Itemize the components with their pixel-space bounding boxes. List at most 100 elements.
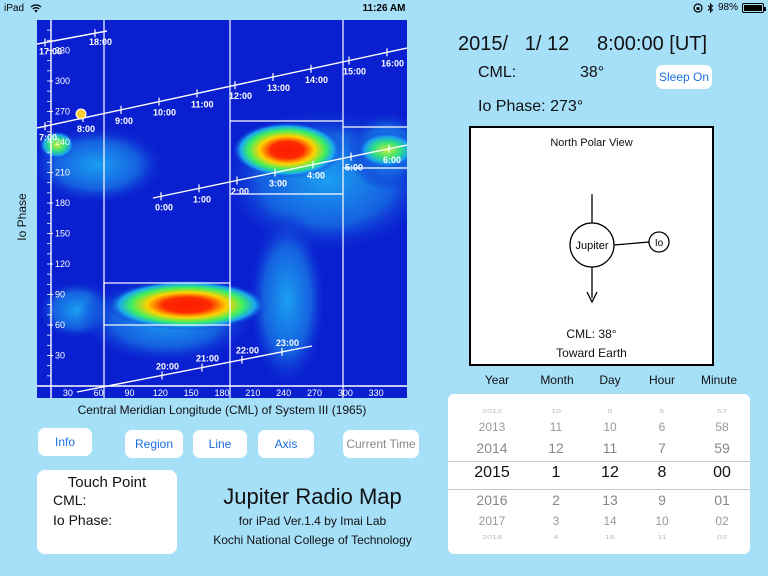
- picker-option[interactable]: 10: [550, 408, 561, 414]
- time-label: 23:00: [276, 338, 299, 348]
- picker-selected-value[interactable]: 8: [657, 464, 667, 481]
- picker-option[interactable]: 58: [715, 420, 729, 434]
- picker-column-minute[interactable]: 57 58 59 00 01 02 03: [692, 394, 750, 554]
- time-label: 5:00: [345, 163, 363, 173]
- picker-option[interactable]: 2: [552, 492, 560, 508]
- sleep-button[interactable]: Sleep On: [656, 65, 712, 89]
- picker-option[interactable]: 59: [714, 440, 730, 456]
- device-name: iPad: [4, 3, 25, 14]
- time-label: 9:00: [115, 116, 133, 126]
- picker-option[interactable]: 2016: [476, 492, 508, 508]
- time-label: 14:00: [305, 75, 328, 85]
- y-tick-label: 120: [55, 259, 70, 269]
- io-phase-value: 273°: [550, 98, 584, 115]
- polar-title: North Polar View: [550, 137, 633, 149]
- picker-option[interactable]: 01: [714, 492, 730, 508]
- picker-option[interactable]: 6: [658, 420, 666, 434]
- app-subtitle: for iPad Ver.1.4 by Imai Lab: [238, 514, 387, 528]
- region-button[interactable]: Region: [125, 430, 183, 458]
- time-label: 21:00: [196, 354, 219, 364]
- touch-io-label: Io Phase:: [53, 512, 113, 528]
- date-time-picker[interactable]: 2012 2013 2014 2015 2016 2017 2018 10 11 12 1 2 3 4 …: [448, 394, 750, 554]
- x-tick-label: 330: [369, 388, 384, 398]
- battery-icon: [742, 2, 766, 13]
- picker-option[interactable]: 10: [603, 420, 617, 434]
- time-label: 22:00: [236, 346, 259, 356]
- picker-header-year: Year: [484, 373, 510, 387]
- picker-selected-value[interactable]: 2015: [474, 464, 510, 481]
- picker-option[interactable]: 03: [716, 534, 727, 540]
- wifi-icon: [30, 4, 42, 13]
- line-button[interactable]: Line: [193, 430, 247, 458]
- picker-option[interactable]: 9: [607, 408, 613, 414]
- picker-option[interactable]: 10: [655, 514, 669, 528]
- picker-column-month[interactable]: 10 11 12 1 2 3 4: [526, 394, 586, 554]
- y-tick-label: 210: [55, 168, 70, 178]
- picker-option[interactable]: 13: [602, 492, 618, 508]
- time-label: 13:00: [267, 83, 290, 93]
- polar-toward-earth: Toward Earth: [556, 346, 627, 360]
- axis-button[interactable]: Axis: [258, 430, 314, 458]
- picker-option[interactable]: 02: [715, 514, 729, 528]
- time-label: 15:00: [343, 67, 366, 77]
- picker-option[interactable]: 9: [658, 492, 666, 508]
- y-tick-label: 330: [55, 46, 70, 56]
- picker-option[interactable]: 11: [549, 420, 563, 434]
- touch-point-title: Touch Point: [67, 474, 147, 491]
- current-position-marker: [75, 108, 87, 120]
- info-button[interactable]: Info: [38, 428, 92, 456]
- y-tick-label: 180: [55, 198, 70, 208]
- picker-option[interactable]: 4: [553, 534, 559, 540]
- picker-selected-value[interactable]: 00: [713, 464, 731, 481]
- picker-option[interactable]: 2013: [478, 420, 506, 434]
- time-label: 3:00: [269, 179, 287, 189]
- picker-column-year[interactable]: 2012 2013 2014 2015 2016 2017 2018: [462, 394, 522, 554]
- time-label: 16:00: [381, 58, 404, 68]
- time-label: 18:00: [89, 37, 112, 47]
- time-label: 12:00: [229, 91, 252, 101]
- time-label: 10:00: [153, 108, 176, 118]
- picker-column-hour[interactable]: 5 6 7 8 9 10 11: [632, 394, 692, 554]
- picker-option[interactable]: 2018: [481, 534, 503, 540]
- app-title: Jupiter Radio Map: [223, 484, 402, 509]
- north-polar-view: North Polar View Jupiter Io CML: 38° Tow…: [469, 126, 714, 366]
- picker-option[interactable]: 3: [552, 514, 560, 528]
- x-tick-label: 120: [153, 388, 168, 398]
- x-tick-label: 90: [124, 388, 134, 398]
- radio-map[interactable]: 30 60 90 120 150 180 210 240 270 300 330 30 60 90 120…: [37, 20, 407, 398]
- io-label: Io: [655, 238, 664, 249]
- picker-option[interactable]: 12: [548, 440, 564, 456]
- io-phase-readout: Io Phase: 273°: [478, 98, 583, 116]
- picker-option[interactable]: 11: [657, 534, 667, 540]
- y-tick-label: 30: [55, 351, 65, 361]
- picker-option[interactable]: 7: [658, 440, 666, 456]
- battery-percent: 98%: [717, 2, 738, 13]
- picker-selected-value[interactable]: 1: [551, 464, 561, 481]
- picker-option[interactable]: 2017: [478, 514, 506, 528]
- picker-header-minute: Minute: [700, 373, 738, 387]
- current-time-button[interactable]: Current Time: [343, 430, 419, 458]
- picker-option[interactable]: 2012: [481, 408, 503, 414]
- status-bar: iPad 11:26 AM 98%: [0, 0, 768, 18]
- touch-point-panel: Touch Point CML: Io Phase:: [37, 470, 177, 554]
- emission-haze: [247, 210, 327, 390]
- picker-option[interactable]: 57: [716, 408, 727, 414]
- time-label: 7:00: [39, 132, 57, 142]
- touch-cml-label: CML:: [53, 492, 87, 508]
- x-tick-label: 210: [245, 388, 260, 398]
- time-label: 8:00: [77, 124, 95, 134]
- x-tick-label: 300: [338, 388, 353, 398]
- picker-option[interactable]: 14: [603, 514, 617, 528]
- app-organization: Kochi National College of Technology: [213, 533, 412, 547]
- picker-selected-value[interactable]: 12: [601, 464, 619, 481]
- time-label: 20:00: [156, 361, 179, 371]
- jupiter-label: Jupiter: [575, 240, 608, 252]
- picker-header-month: Month: [540, 373, 574, 387]
- picker-option[interactable]: 15: [604, 534, 615, 540]
- picker-column-day[interactable]: 9 10 11 12 13 14 15: [580, 394, 640, 554]
- x-tick-label: 180: [214, 388, 229, 398]
- y-tick-label: 270: [55, 107, 70, 117]
- picker-option[interactable]: 11: [602, 440, 618, 456]
- picker-option[interactable]: 2014: [476, 440, 508, 456]
- picker-option[interactable]: 5: [659, 408, 665, 414]
